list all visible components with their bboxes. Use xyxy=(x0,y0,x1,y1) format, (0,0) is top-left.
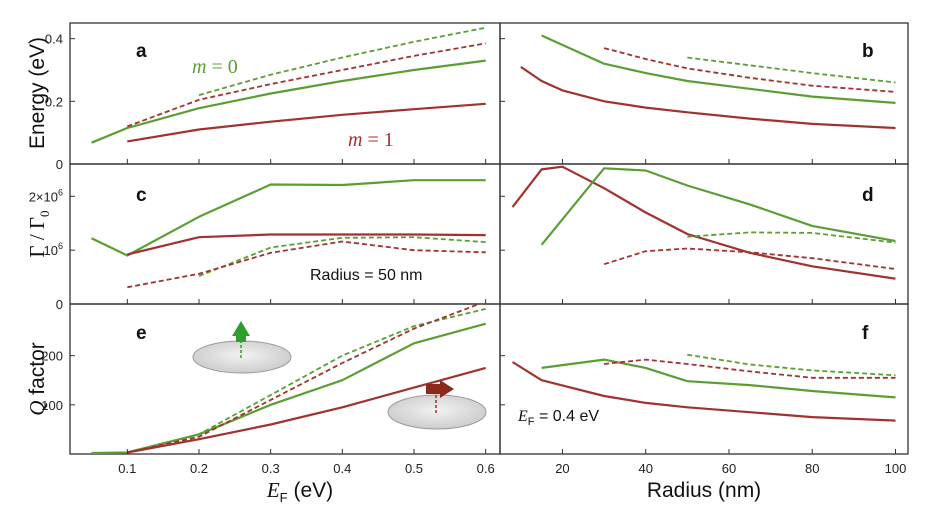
tick-label-ef: 0.5 xyxy=(405,461,423,476)
tick-label-gamma: 106 xyxy=(44,241,63,258)
series-d-green-dashed xyxy=(687,231,896,244)
series-b-green-solid xyxy=(541,34,896,104)
series-c-green-dashed xyxy=(198,236,486,277)
graphene-disk-bottom xyxy=(387,394,487,430)
graphene-disk-top xyxy=(192,340,292,374)
series-a-green-solid xyxy=(91,59,486,144)
series-e-red-solid xyxy=(127,366,486,454)
series-f-green-dashed xyxy=(687,353,896,377)
ef-axis-label: EF (eV) xyxy=(266,478,333,505)
panel-f-plot xyxy=(511,353,896,422)
tick-label-radius: 60 xyxy=(722,461,736,476)
panel-c-plot xyxy=(91,179,486,289)
panel-letter-d: d xyxy=(862,185,874,206)
tick-label-gamma: 0 xyxy=(56,297,63,312)
tick-label-q: 200 xyxy=(41,349,63,364)
disk-inset-horizontal xyxy=(387,380,487,430)
panel-letter-f: f xyxy=(862,323,869,344)
series-f-red-dashed xyxy=(604,358,896,379)
tick-label-radius: 40 xyxy=(638,461,652,476)
tick-label-energy: 0.4 xyxy=(45,32,63,47)
series-c-red-solid xyxy=(127,233,486,256)
radius-axis-label: Radius (nm) xyxy=(647,479,761,502)
panel-d-plot xyxy=(511,165,896,280)
panel-e-plot xyxy=(91,304,486,454)
panel-e-frame xyxy=(69,303,501,455)
series-e-green-dashed xyxy=(127,308,486,454)
panel-f-frame xyxy=(499,303,909,455)
panel-letter-c: c xyxy=(136,185,147,206)
tick-label-q: 100 xyxy=(41,398,63,413)
axis-ticks: 0.1 0.2 0.3 0.4 0.5 0.6 20 40 60 80 100 0 0.2 0.4 0 106… xyxy=(29,32,907,476)
disk-inset-vertical xyxy=(192,321,292,374)
arrow-up-icon xyxy=(232,321,250,342)
series-b-red-solid xyxy=(520,65,896,130)
tick-label-radius: 20 xyxy=(555,461,569,476)
label-m0: m = 0 xyxy=(192,56,238,78)
series-d-green-solid xyxy=(540,167,896,246)
label-m1: m = 1 xyxy=(348,129,394,151)
ef-note: EF = 0.4 eV xyxy=(517,408,599,428)
panel-a-plot xyxy=(91,26,486,144)
series-f-red-solid xyxy=(511,361,896,422)
series-c-green-solid xyxy=(91,179,486,257)
series-f-green-solid xyxy=(541,358,896,399)
panel-a-frame xyxy=(69,22,501,165)
series-d-red-dashed xyxy=(603,247,896,270)
tick-label-ef: 0.6 xyxy=(477,461,495,476)
series-c-red-dashed xyxy=(127,240,486,289)
panel-letter-a: a xyxy=(136,41,147,62)
gamma-axis-label: Γ / Γ0 xyxy=(25,210,52,257)
series-a-green-dashed xyxy=(198,26,486,96)
panel-b-plot xyxy=(520,34,896,130)
arrow-right-icon xyxy=(426,380,454,398)
panel-letter-b: b xyxy=(862,41,874,62)
tick-label-energy: 0.2 xyxy=(45,94,63,109)
q-factor-axis-label: Q factor xyxy=(25,342,49,416)
series-a-red-solid xyxy=(127,102,486,143)
series-a-red-dashed xyxy=(126,42,486,128)
tick-label-radius: 100 xyxy=(885,461,907,476)
tick-label-ef: 0.2 xyxy=(190,461,208,476)
tick-label-ef: 0.1 xyxy=(118,461,136,476)
series-d-red-solid xyxy=(511,165,896,280)
energy-axis-label: Energy (eV) xyxy=(26,37,49,149)
panel-d-frame xyxy=(499,163,909,305)
tick-label-ef: 0.4 xyxy=(333,461,351,476)
tick-label-energy: 0 xyxy=(56,157,63,172)
series-e-red-dashed xyxy=(127,304,482,454)
tick-label-ef: 0.3 xyxy=(262,461,280,476)
panel-letter-e: e xyxy=(136,323,147,344)
tick-label-radius: 80 xyxy=(805,461,819,476)
series-b-red-dashed xyxy=(603,47,896,93)
radius-note: Radius = 50 nm xyxy=(310,267,423,284)
tick-label-gamma: 2×106 xyxy=(29,187,63,204)
